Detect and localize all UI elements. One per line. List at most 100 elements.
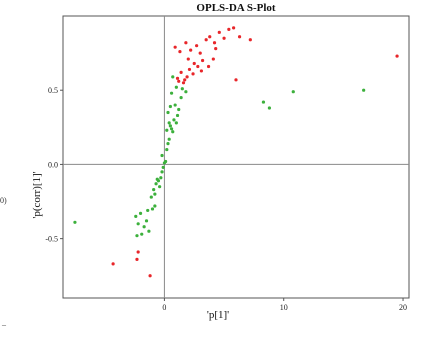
red-point <box>212 41 217 45</box>
green-point <box>146 208 150 213</box>
green-point <box>179 96 183 100</box>
red-point <box>217 30 221 34</box>
green-point <box>168 104 172 109</box>
green-point <box>152 188 156 192</box>
green-point <box>134 214 138 218</box>
red-point <box>222 36 226 40</box>
red-point <box>189 48 193 52</box>
green-point <box>140 232 144 236</box>
green-point <box>267 106 272 110</box>
green-point <box>169 91 174 95</box>
green-point <box>161 165 165 169</box>
red-point <box>195 44 199 48</box>
green-point <box>166 110 170 115</box>
green-point <box>158 185 162 189</box>
green-point <box>153 204 157 208</box>
red-point <box>214 47 218 51</box>
green-point <box>175 113 180 118</box>
green-point <box>174 121 178 125</box>
green-point <box>177 107 181 112</box>
green-point <box>168 124 172 128</box>
y-tick-label: 0.5 <box>48 86 58 95</box>
points-layer <box>73 26 399 278</box>
green-point <box>180 87 184 91</box>
x-tick-label: 20 <box>399 303 407 312</box>
green-point <box>147 229 151 233</box>
y-tick-label: 0.0 <box>48 160 58 169</box>
red-point <box>175 76 180 80</box>
red-point <box>204 38 208 42</box>
green-point <box>171 75 175 79</box>
red-point <box>181 81 186 85</box>
red-point <box>395 54 399 58</box>
x-tick-label: 0 <box>162 303 166 312</box>
red-point <box>237 35 242 39</box>
y-axis-ticks: 0.5 0.0 -0.5 <box>45 86 63 244</box>
red-point <box>211 57 215 61</box>
green-point <box>174 85 178 89</box>
red-point <box>179 70 183 74</box>
x-axis-ticks: 0 10 20 <box>162 298 407 312</box>
x-tick-label: 10 <box>280 303 288 312</box>
red-point <box>199 69 203 73</box>
green-point <box>166 142 170 146</box>
red-point <box>248 38 252 42</box>
green-point <box>160 153 164 158</box>
red-point <box>135 257 139 262</box>
red-point <box>177 79 181 83</box>
left-fragment-dash: _ <box>2 318 6 327</box>
green-point <box>150 207 155 211</box>
green-point <box>159 176 163 180</box>
left-fragment-text: 0) <box>0 196 7 205</box>
green-point <box>362 88 366 92</box>
green-point <box>154 182 158 186</box>
green-point <box>167 121 171 125</box>
green-point <box>173 103 177 107</box>
green-point <box>136 222 140 226</box>
green-point <box>155 177 159 181</box>
red-point <box>208 35 212 39</box>
green-point <box>138 211 143 215</box>
x-axis-title: 'p[1]' <box>207 309 229 321</box>
green-point <box>164 159 168 164</box>
red-point <box>187 67 192 72</box>
green-point <box>172 118 176 122</box>
green-point <box>135 234 139 238</box>
plot-frame <box>62 15 410 299</box>
green-point <box>165 128 169 132</box>
red-point <box>196 64 200 69</box>
green-point <box>291 90 295 94</box>
zero-lines <box>63 16 409 298</box>
red-point <box>234 78 238 82</box>
red-point <box>227 27 231 31</box>
red-point <box>178 50 182 54</box>
green-point <box>171 130 175 134</box>
green-point <box>167 137 171 141</box>
green-point <box>142 225 146 229</box>
y-tick-label: -0.5 <box>45 235 58 244</box>
red-point <box>186 57 190 61</box>
red-point <box>148 274 152 278</box>
red-point <box>191 72 195 76</box>
green-point <box>153 192 157 196</box>
red-point <box>232 26 236 30</box>
red-point <box>184 41 188 45</box>
left-edge-fragment: 0) _ <box>0 0 16 342</box>
red-point <box>173 45 177 49</box>
red-point <box>206 64 211 69</box>
red-point <box>183 78 187 82</box>
green-point <box>184 90 188 94</box>
red-point <box>111 262 115 266</box>
red-point <box>185 75 189 79</box>
green-point <box>160 170 164 174</box>
chart-title: OPLS-DA S-Plot <box>196 2 275 14</box>
red-point <box>136 250 140 254</box>
green-point <box>169 127 174 131</box>
red-point <box>192 61 196 66</box>
green-point <box>73 220 77 224</box>
y-axis-title: 'p(corr)[1]' <box>31 171 43 218</box>
red-point <box>200 58 205 63</box>
green-point <box>144 219 149 223</box>
green-point <box>261 100 266 104</box>
